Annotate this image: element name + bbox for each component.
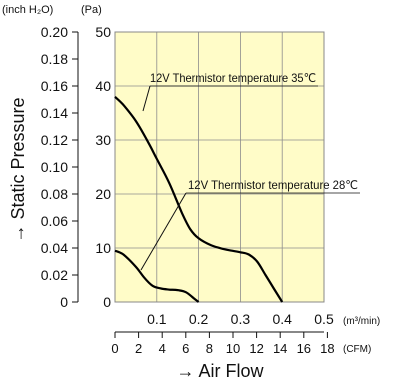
inch-tick-label: 0.12: [41, 132, 68, 148]
series-group: [114, 96, 284, 303]
unit-label-cfm: (CFM): [343, 344, 371, 355]
m3-tick-label: 0.3: [231, 311, 251, 327]
series-line-2: [114, 249, 200, 303]
cfm-tick-label: 18: [320, 341, 334, 356]
cfm-tick-label: 12: [249, 341, 263, 356]
pa-tick-label: 40: [95, 78, 111, 94]
m3-tick-label: 0.4: [272, 311, 292, 327]
cfm-tick-label: 8: [206, 341, 213, 356]
pa-tick-label: 20: [95, 186, 111, 202]
pa-tick-label: 0: [103, 294, 111, 310]
pa-tick-label: 50: [95, 24, 111, 40]
y-axis-title: → Static Pressure: [8, 97, 28, 242]
cfm-tick-label: 10: [226, 341, 240, 356]
inch-tick-label: 0.08: [41, 186, 68, 202]
series-label-2: 12V Thermistor temperature 28℃: [188, 178, 358, 192]
cfm-tick-label: 2: [135, 341, 142, 356]
inch-tick-label: 0.10: [41, 159, 68, 175]
m3-tick-label: 0.5: [314, 311, 334, 327]
inch-tick-label: 0.20: [41, 24, 68, 40]
unit-label-inch: (inch H₂O): [2, 4, 53, 16]
plot-background: [115, 32, 324, 302]
plot-border: [114, 31, 325, 303]
axis-ticks: 0102030405000.020.040.060.080.100.120.14…: [41, 24, 335, 356]
series-label-leader-2: [140, 192, 187, 271]
inch-tick-label: 0: [60, 294, 68, 310]
cfm-tick-label: 14: [273, 341, 287, 356]
series-line-1: [114, 96, 284, 303]
unit-label-m3min: (m³/min): [343, 316, 380, 327]
cfm-tick-label: 0: [111, 341, 118, 356]
inch-tick-label: 0.16: [41, 78, 68, 94]
cfm-tick-label: 6: [182, 341, 189, 356]
cfm-tick-label: 4: [159, 341, 166, 356]
series-label-1: 12V Thermistor temperature 35℃: [150, 71, 316, 85]
pa-tick-label: 10: [95, 240, 111, 256]
m3-tick-label: 0.1: [147, 311, 167, 327]
inch-tick-label: 0.04: [41, 240, 68, 256]
m3-tick-label: 0.2: [189, 311, 209, 327]
inch-tick-label: 0.18: [41, 51, 68, 67]
pa-tick-label: 30: [95, 132, 111, 148]
inch-tick-label: 0.06: [41, 213, 68, 229]
inch-tick-label: 0.02: [41, 267, 68, 283]
cfm-tick-label: 16: [297, 341, 311, 356]
unit-label-pa: (Pa): [81, 4, 102, 16]
x-axis-title: → Air Flow: [176, 361, 264, 381]
series-label-leader-1: [142, 85, 151, 112]
inch-tick-label: 0.14: [41, 105, 68, 121]
